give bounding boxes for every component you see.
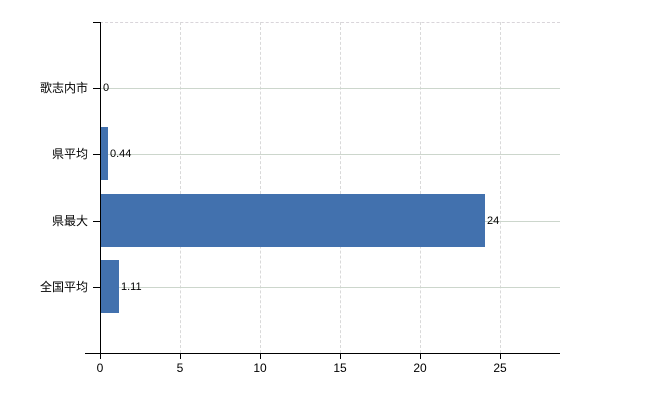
x-axis-tick bbox=[100, 354, 101, 359]
y-axis-tick bbox=[93, 154, 100, 155]
y-axis-tick bbox=[93, 88, 100, 89]
x-axis-tick bbox=[500, 354, 501, 359]
vertical-gridline bbox=[500, 22, 501, 353]
x-tick-label: 5 bbox=[176, 361, 184, 375]
y-axis-line bbox=[100, 22, 101, 359]
bar-value-label: 1.11 bbox=[121, 281, 142, 293]
bar-value-label: 0 bbox=[103, 82, 110, 94]
vertical-gridline bbox=[260, 22, 261, 353]
bar-value-label: 24 bbox=[487, 215, 500, 227]
x-tick-label: 20 bbox=[413, 361, 427, 375]
y-axis-tick bbox=[93, 221, 100, 222]
bar-県最大 bbox=[101, 194, 485, 247]
category-label: 全国平均 bbox=[39, 280, 88, 294]
bar-県平均 bbox=[101, 127, 108, 180]
x-tick-label: 0 bbox=[96, 361, 104, 375]
y-axis-tick bbox=[93, 287, 100, 288]
x-axis-line bbox=[85, 353, 560, 354]
y-axis-top-tick bbox=[93, 22, 100, 23]
vertical-gridline bbox=[340, 22, 341, 353]
category-label: 歌志内市 bbox=[39, 81, 88, 95]
plot-top-border bbox=[100, 22, 560, 23]
x-axis-tick bbox=[180, 354, 181, 359]
x-tick-label: 25 bbox=[493, 361, 507, 375]
x-axis-tick bbox=[340, 354, 341, 359]
horizontal-gridline bbox=[100, 287, 560, 288]
category-label: 県最大 bbox=[51, 214, 88, 228]
category-label: 県平均 bbox=[51, 147, 88, 161]
x-tick-label: 15 bbox=[333, 361, 347, 375]
horizontal-gridline bbox=[100, 154, 560, 155]
bar-value-label: 0.44 bbox=[110, 148, 132, 160]
vertical-gridline bbox=[420, 22, 421, 353]
bar-全国平均 bbox=[101, 260, 119, 313]
x-tick-label: 10 bbox=[253, 361, 267, 375]
vertical-gridline bbox=[180, 22, 181, 353]
horizontal-gridline bbox=[100, 88, 560, 89]
x-axis-tick bbox=[420, 354, 421, 359]
x-axis-tick bbox=[260, 354, 261, 359]
